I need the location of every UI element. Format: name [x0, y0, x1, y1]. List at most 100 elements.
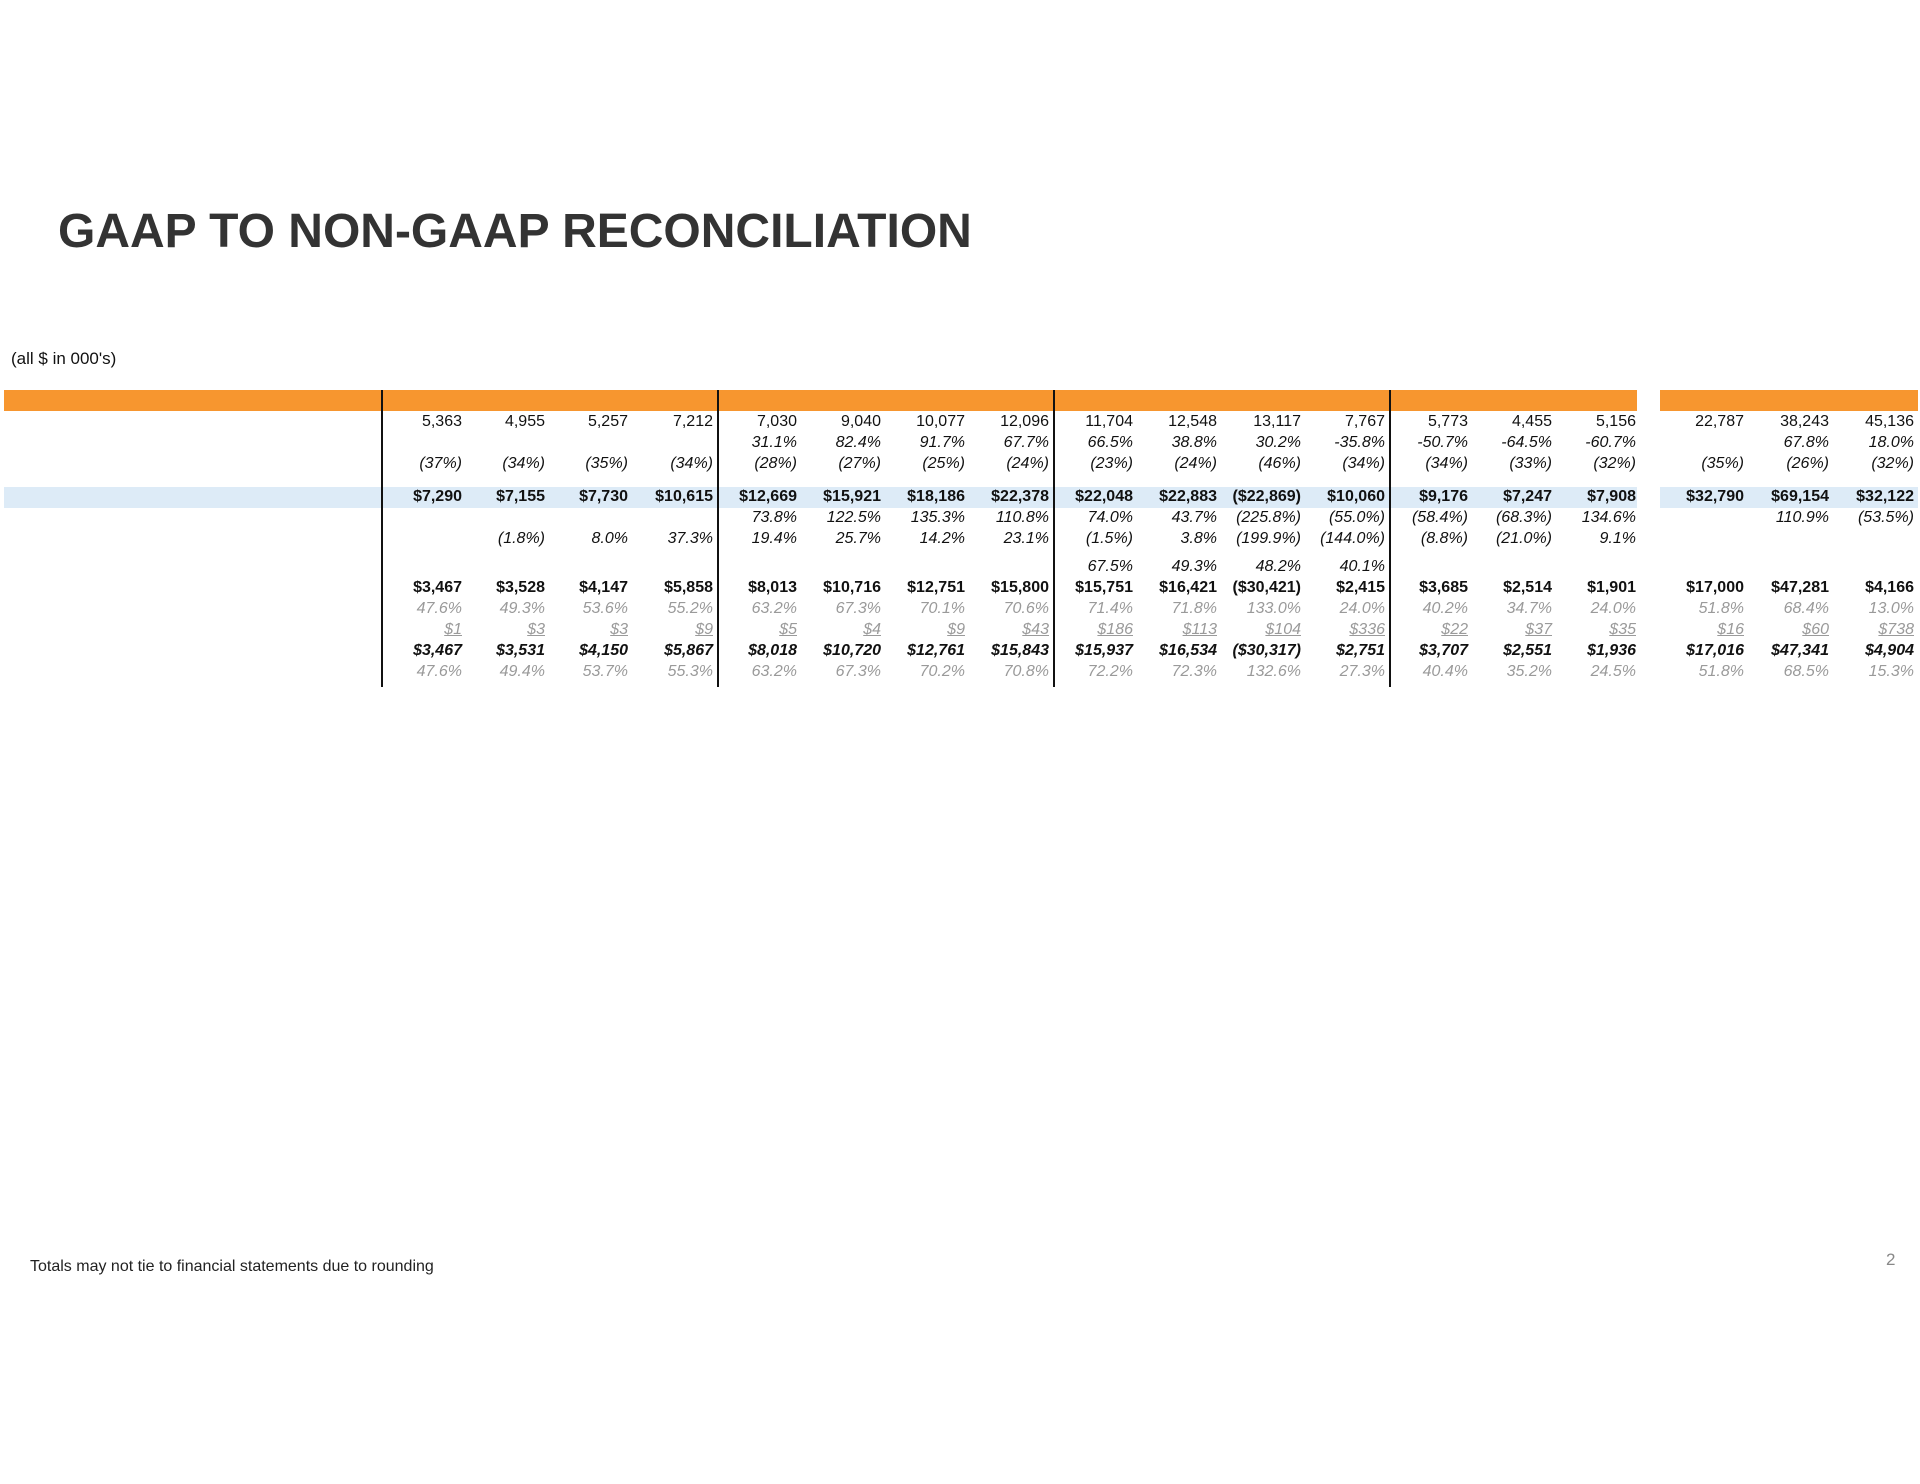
table-cell: $3,467 [413, 642, 462, 659]
table-cell: $4 [863, 621, 881, 638]
table-cell: $60 [1802, 621, 1829, 638]
table-cell: $2,514 [1503, 579, 1552, 596]
table-cell: $15,800 [991, 579, 1049, 596]
table-cell: 7,212 [672, 413, 713, 430]
footnote: Totals may not tie to financial statemen… [30, 1258, 434, 1275]
table-cell: 132.6% [1246, 663, 1301, 680]
table-cell: 40.2% [1422, 600, 1468, 617]
table-cell: 34.7% [1506, 600, 1552, 617]
table-cell: (33%) [1509, 455, 1552, 472]
table-cell: (35%) [585, 455, 628, 472]
table-cell: 5,773 [1427, 413, 1468, 430]
table-cell: 5,363 [421, 413, 462, 430]
column-divider [1389, 390, 1391, 687]
table-cell: 66.5% [1087, 434, 1133, 451]
table-cell: (55.0%) [1328, 509, 1385, 526]
table-cell: $2,415 [1336, 579, 1385, 596]
table-cell: (37%) [419, 455, 462, 472]
table-cell: $15,937 [1075, 642, 1133, 659]
table-cell: $35 [1609, 621, 1636, 638]
table-cell: $9 [695, 621, 713, 638]
table-cell: -60.7% [1585, 434, 1636, 451]
table-cell: $15,921 [823, 488, 881, 505]
table-cell: 70.6% [1003, 600, 1049, 617]
table-cell: $10,716 [823, 579, 881, 596]
units-note: (all $ in 000's) [11, 349, 117, 368]
table-cell: $1 [444, 621, 462, 638]
table-cell: (25%) [922, 455, 965, 472]
table-cell: $22,048 [1075, 488, 1133, 505]
table-cell: 55.2% [667, 600, 713, 617]
table-cell: (24%) [1174, 455, 1217, 472]
table-cell: $4,904 [1865, 642, 1914, 659]
table-cell: 23.1% [1003, 530, 1049, 547]
table-cell: 24.0% [1339, 600, 1385, 617]
column-divider [381, 390, 383, 687]
table-cell: $7,908 [1587, 488, 1636, 505]
table-cell: $37 [1525, 621, 1552, 638]
table-cell: 49.3% [499, 600, 545, 617]
table-cell: (21.0%) [1495, 530, 1552, 547]
table-cell: $16 [1717, 621, 1744, 638]
table-cell: 15.3% [1868, 663, 1914, 680]
table-cell: 67.7% [1003, 434, 1049, 451]
table-cell: $3,528 [496, 579, 545, 596]
table-cell: (28%) [754, 455, 797, 472]
table-cell: 40.4% [1422, 663, 1468, 680]
table-cell: ($30,317) [1232, 642, 1302, 659]
table-cell: $7,290 [413, 488, 462, 505]
table-cell: 45,136 [1865, 413, 1914, 430]
table-cell: (34%) [1425, 455, 1468, 472]
table-cell: 68.5% [1783, 663, 1829, 680]
table-cell: 9,040 [840, 413, 881, 430]
table-cell: 7,030 [756, 413, 797, 430]
table-cell: 51.8% [1698, 663, 1744, 680]
table-cell: $104 [1265, 621, 1301, 638]
table-cell: (34%) [670, 455, 713, 472]
table-cell: $8,013 [748, 579, 797, 596]
table-cell: 72.2% [1087, 663, 1133, 680]
table-cell: $7,730 [579, 488, 628, 505]
table-cell: 5,156 [1595, 413, 1636, 430]
table-cell: (144.0%) [1320, 530, 1385, 547]
table-cell: 51.8% [1698, 600, 1744, 617]
table-cell: $9 [947, 621, 965, 638]
table-cell: (34%) [502, 455, 545, 472]
table-cell: 22,787 [1695, 413, 1744, 430]
table-cell: 73.8% [751, 509, 797, 526]
table-cell: $9,176 [1419, 488, 1468, 505]
table-cell: (199.9%) [1236, 530, 1301, 547]
table-cell: 37.3% [667, 530, 713, 547]
table-cell: $3,467 [413, 579, 462, 596]
table-cell: (68.3%) [1495, 509, 1552, 526]
page-title: GAAP TO NON-GAAP RECONCILIATION [58, 205, 972, 258]
table-cell: 63.2% [751, 663, 797, 680]
table-cell: $1,901 [1587, 579, 1636, 596]
table-cell: 9.1% [1599, 530, 1636, 547]
page-number: 2 [1886, 1250, 1896, 1269]
table-cell: 19.4% [751, 530, 797, 547]
table-cell: $15,843 [991, 642, 1049, 659]
table-cell: $3,531 [496, 642, 545, 659]
table-cell: 40.1% [1339, 558, 1385, 575]
table-cell: $17,000 [1686, 579, 1744, 596]
table-cell: (1.8%) [497, 530, 545, 547]
table-cell: 70.2% [919, 663, 965, 680]
table-cell: 11,704 [1085, 413, 1133, 430]
table-cell: 72.3% [1171, 663, 1217, 680]
table-cell: (26%) [1786, 455, 1829, 472]
table-cell: 27.3% [1339, 663, 1385, 680]
table-cell: 25.7% [835, 530, 881, 547]
table-cell: 35.2% [1506, 663, 1552, 680]
table-cell: 133.0% [1246, 600, 1301, 617]
table-cell: $3,707 [1419, 642, 1468, 659]
table-cell: $336 [1349, 621, 1385, 638]
table-cell: $8,018 [748, 642, 797, 659]
table-cell: $113 [1182, 621, 1217, 638]
table-cell: 135.3% [910, 509, 965, 526]
column-divider [717, 390, 719, 687]
table-cell: 70.1% [919, 600, 965, 617]
table-cell: 5,257 [587, 413, 628, 430]
table-cell: 53.7% [582, 663, 628, 680]
